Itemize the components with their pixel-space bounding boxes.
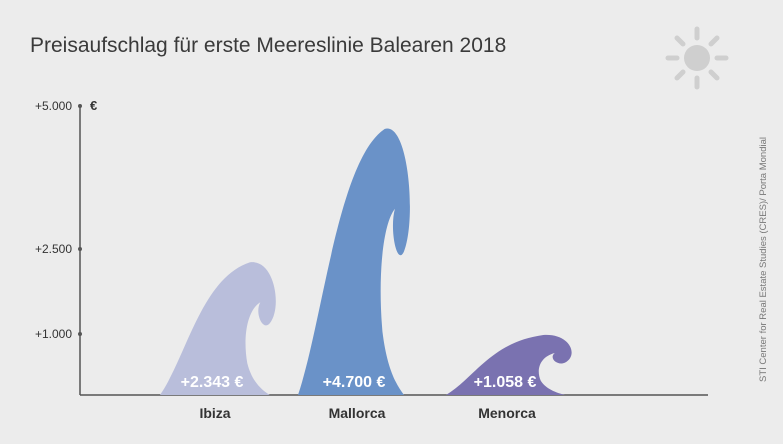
sun-icon [665,26,729,90]
y-tick-label: +1.000 [35,327,72,341]
y-tick: +2.500 [35,242,82,256]
y-tick-label: +2.500 [35,242,72,256]
y-tick-label: +5.000 [35,99,72,113]
value-label-menorca: +1.058 € [474,374,537,391]
wave-bars [160,128,572,395]
y-tick: +5.000 [35,99,82,113]
value-label-mallorca: +4.700 € [323,374,386,391]
wave-bar-menorca [446,334,572,395]
y-unit-label: € [90,98,97,113]
value-label-ibiza: +2.343 € [181,374,244,391]
category-label-mallorca: Mallorca [329,405,386,421]
wave-bar-ibiza [160,262,276,395]
category-label-ibiza: Ibiza [199,405,230,421]
wave-bar-mallorca [298,128,410,395]
category-label-menorca: Menorca [478,405,536,421]
chart-title: Preisaufschlag für erste Meereslinie Bal… [30,34,506,57]
y-tick: +1.000 [35,327,82,341]
source-note: STI Center for Real Estate Studies (CRES… [758,137,769,382]
